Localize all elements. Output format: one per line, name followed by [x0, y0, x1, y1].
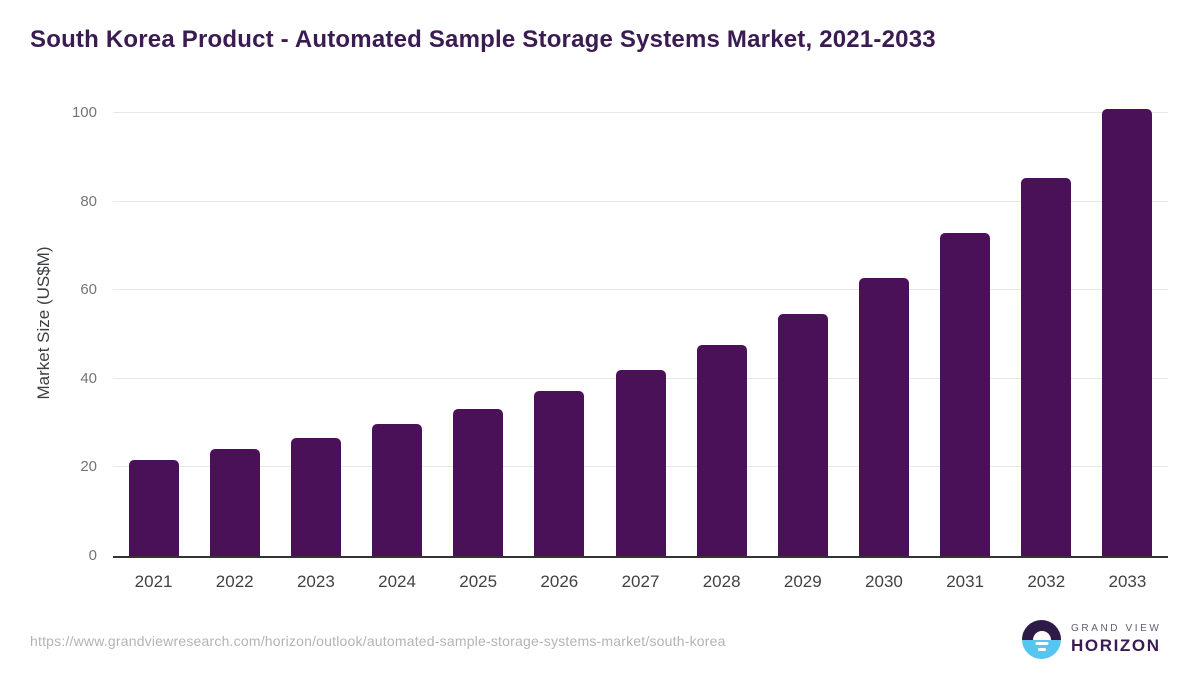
- gridline-100: [113, 112, 1168, 113]
- y-tick-label-40: 40: [80, 369, 97, 387]
- bar-2026: [534, 391, 585, 556]
- bar-2023: [290, 437, 341, 556]
- y-tick-label-100: 100: [71, 104, 97, 121]
- y-tick-label-0: 0: [88, 547, 97, 564]
- x-tick-label-2032: 2032: [1027, 572, 1066, 591]
- logo-grand-view-label: GRAND VIEW: [1071, 623, 1162, 634]
- bar-2025: [453, 408, 504, 556]
- y-tick-label-80: 80: [80, 192, 97, 210]
- logo-text: GRAND VIEW HORIZON: [1071, 623, 1161, 656]
- x-tick-label-2023: 2023: [296, 572, 335, 591]
- y-tick-label-60: 60: [80, 281, 97, 299]
- bar-2024: [372, 424, 423, 556]
- bar-2029: [777, 314, 828, 556]
- logo-ripple-shape: [1035, 642, 1048, 645]
- logo-sky: [1022, 620, 1061, 640]
- bar-2021: [128, 459, 179, 556]
- bar-2031: [940, 232, 991, 556]
- horizon-sun-icon: [1022, 620, 1061, 659]
- x-tick-label-2033: 2033: [1108, 572, 1147, 591]
- gridline-60: [113, 289, 1168, 291]
- chart-title: South Korea Product - Automated Sample S…: [30, 26, 936, 53]
- x-tick-label-2029: 2029: [783, 572, 822, 591]
- bar-2028: [696, 344, 747, 556]
- footer-url: https://www.grandviewresearch.com/horizo…: [30, 633, 726, 649]
- y-tick-label-20: 20: [80, 458, 97, 476]
- plot-area: 0 20 40 60 80 100 2021 2022 2023 2024 2025 2026 2027…: [72, 104, 1168, 591]
- x-tick-label-2027: 2027: [621, 572, 660, 591]
- bar-2022: [209, 448, 260, 556]
- x-tick-label-2021: 2021: [134, 572, 173, 591]
- bar-2030: [858, 277, 909, 556]
- gridline-80: [113, 200, 1168, 202]
- logo-ripple-shape: [1037, 648, 1046, 651]
- x-tick-label-2022: 2022: [215, 572, 254, 591]
- grandview-horizon-logo: GRAND VIEW HORIZON: [1022, 620, 1161, 659]
- bar-2033: [1102, 109, 1153, 556]
- logo-horizon-label: HORIZON: [1071, 636, 1161, 655]
- x-tick-label-2028: 2028: [702, 572, 741, 591]
- x-tick-label-2030: 2030: [865, 572, 903, 591]
- bar-2032: [1021, 178, 1072, 556]
- logo-sun-shape: [1032, 630, 1051, 640]
- x-tick-label-2025: 2025: [459, 572, 498, 591]
- bar-2027: [615, 369, 666, 556]
- x-tick-label-2024: 2024: [378, 572, 416, 591]
- x-tick-label-2026: 2026: [540, 572, 579, 591]
- x-tick-label-2031: 2031: [946, 572, 985, 591]
